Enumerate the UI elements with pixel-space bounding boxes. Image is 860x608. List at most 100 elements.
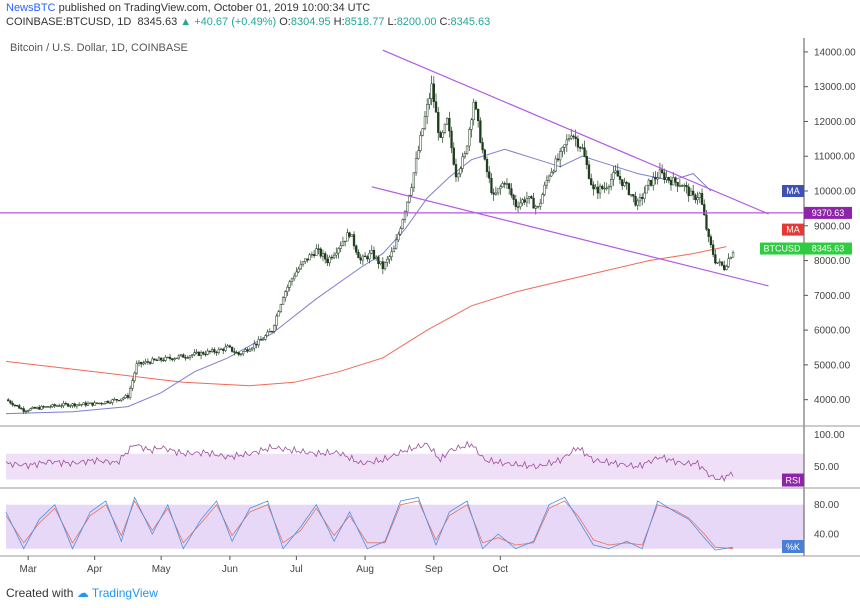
candle-body	[211, 349, 214, 352]
ma-tag-label: MA	[786, 186, 800, 196]
candle-body	[647, 179, 650, 186]
candle-body	[222, 348, 225, 351]
candle-body	[277, 311, 280, 317]
candle-body	[530, 196, 533, 199]
candle-body	[725, 266, 728, 270]
candle-body	[49, 406, 52, 408]
candle-body	[137, 361, 141, 364]
candle-body	[634, 196, 637, 206]
candle-body	[306, 258, 309, 261]
candle-body	[716, 262, 719, 264]
candle-body	[481, 142, 484, 151]
candle-body	[352, 234, 356, 247]
candle-body	[58, 405, 61, 407]
candle-body	[113, 399, 116, 401]
candle-body	[565, 139, 568, 146]
tradingview-brand[interactable]: TradingView	[91, 586, 158, 600]
candle-body	[109, 402, 112, 404]
candle-body	[135, 363, 138, 374]
candle-body	[55, 405, 59, 407]
price-tick-label: 14000.00	[814, 47, 856, 58]
candle-body	[346, 232, 349, 242]
candle-body	[605, 187, 608, 189]
candle-body	[115, 399, 118, 401]
candle-body	[377, 256, 380, 264]
candle-body	[461, 156, 464, 169]
price-tag-value-box	[804, 242, 852, 255]
candle-body	[437, 112, 440, 133]
candle-body	[224, 346, 227, 351]
candle-body	[133, 372, 136, 381]
price-tick-label: 8000.00	[814, 256, 851, 267]
candle-body	[7, 399, 10, 402]
candle-body	[525, 197, 529, 203]
candle-body	[321, 253, 325, 257]
candle-body	[596, 186, 600, 194]
candle-body	[171, 358, 174, 361]
candle-body	[572, 135, 575, 138]
candle-body	[46, 406, 50, 408]
candle-body	[729, 257, 733, 259]
rsi-band	[6, 453, 804, 480]
candle-body	[42, 406, 45, 408]
ma-long-line	[5, 246, 727, 387]
candle-body	[512, 194, 515, 200]
candle-body	[248, 349, 251, 352]
candle-body	[645, 184, 648, 194]
candle-body	[290, 278, 294, 282]
candle-body	[625, 182, 628, 184]
candle-body	[379, 261, 382, 264]
candle-body	[128, 388, 132, 398]
candle-body	[148, 361, 152, 364]
time-axis[interactable]: Mar Apr May Jun Jul Aug Sep Oct	[20, 556, 509, 575]
symbol-label: COINBASE:BTCUSD, 1D	[6, 16, 132, 28]
high-label: H:	[333, 16, 345, 28]
candle-body	[454, 164, 458, 178]
candle-body	[66, 403, 70, 407]
candle-body	[674, 177, 677, 183]
candle-body	[592, 184, 595, 190]
price-axis[interactable]: 4000.00 5000.00 6000.00 7000.00 8000.00 9000.…	[804, 47, 856, 406]
price-tag-name: BTCUSD	[763, 244, 801, 254]
candle-body	[146, 361, 150, 363]
last-price: 8345.63	[137, 16, 178, 28]
candle-body	[230, 346, 234, 352]
candle-body	[62, 402, 65, 406]
candle-body	[574, 136, 577, 139]
candle-body	[479, 120, 482, 143]
candle-body	[213, 349, 216, 353]
candle-body	[496, 188, 500, 194]
candle-body	[731, 252, 735, 258]
price-tick-label: 12000.00	[814, 117, 856, 128]
candle-body	[543, 184, 546, 195]
candle-body	[652, 177, 655, 186]
candle-body	[304, 258, 307, 263]
candle-body	[567, 138, 571, 141]
candle-body	[412, 172, 416, 188]
candle-body	[288, 281, 291, 288]
candle-body	[281, 297, 285, 305]
rsi-tag-label: RSI	[785, 476, 800, 486]
channel-upper-line	[382, 49, 769, 215]
candle-body	[703, 204, 706, 216]
candle-body	[627, 183, 631, 195]
candle-body	[643, 192, 646, 199]
candle-body	[603, 187, 606, 190]
candle-body	[361, 255, 365, 261]
tradingview-logo-icon[interactable]: ☁	[76, 586, 89, 600]
candle-body	[182, 354, 185, 358]
candle-body	[13, 404, 17, 407]
publisher-brand[interactable]: NewsBTC	[6, 2, 56, 14]
candle-body	[536, 206, 540, 208]
candle-body	[22, 408, 25, 412]
time-tick-label: Aug	[356, 564, 374, 575]
candle-body	[381, 261, 384, 270]
candle-body	[102, 403, 105, 405]
candle-body	[614, 170, 617, 173]
candle-body	[576, 138, 580, 148]
candle-body	[559, 151, 562, 161]
candle-body	[186, 357, 189, 359]
candle-body	[463, 153, 467, 158]
candle-body	[441, 132, 444, 138]
